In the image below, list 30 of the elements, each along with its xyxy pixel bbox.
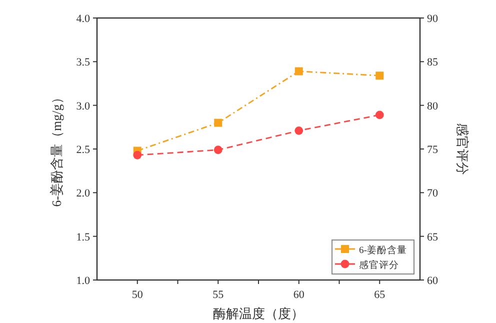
- y2-tick-label: 60: [427, 275, 438, 287]
- point: [375, 110, 384, 120]
- y2-tick-label: 85: [427, 56, 438, 69]
- y-tick-label: 3.0: [76, 100, 90, 112]
- y-tick-label: 1.0: [76, 275, 90, 287]
- legend-label: 6-姜酚含量: [359, 244, 407, 256]
- y-tick-label: 1.5: [76, 231, 90, 244]
- x-tick-label: 65: [374, 289, 386, 301]
- y2-tick-label: 75: [427, 144, 438, 156]
- x-tick-label: 55: [212, 289, 224, 301]
- x-axis-title: 酶解温度（度）: [213, 306, 304, 321]
- legend-label: 感官评分: [359, 259, 399, 271]
- y-tick-label: 3.5: [76, 56, 90, 69]
- x-tick-label: 60: [293, 289, 305, 301]
- y2-tick-label: 90: [427, 13, 438, 25]
- y2-axis-title: 感官评分: [455, 123, 470, 175]
- y-tick-label: 4.0: [76, 13, 90, 25]
- point: [294, 126, 304, 135]
- y-tick-label: 2.0: [76, 188, 90, 200]
- point: [214, 118, 222, 127]
- y2-tick-label: 80: [427, 100, 438, 112]
- y2-tick-label: 70: [427, 188, 438, 200]
- point: [214, 146, 222, 154]
- point: [133, 150, 142, 160]
- y2-tick-label: 65: [427, 231, 438, 244]
- point: [376, 72, 384, 80]
- x-tick-label: 50: [132, 289, 144, 301]
- y-tick-label: 2.5: [76, 144, 90, 156]
- point: [294, 67, 303, 76]
- y-axis-title: 6-姜酚含量（mg/g）: [49, 91, 64, 207]
